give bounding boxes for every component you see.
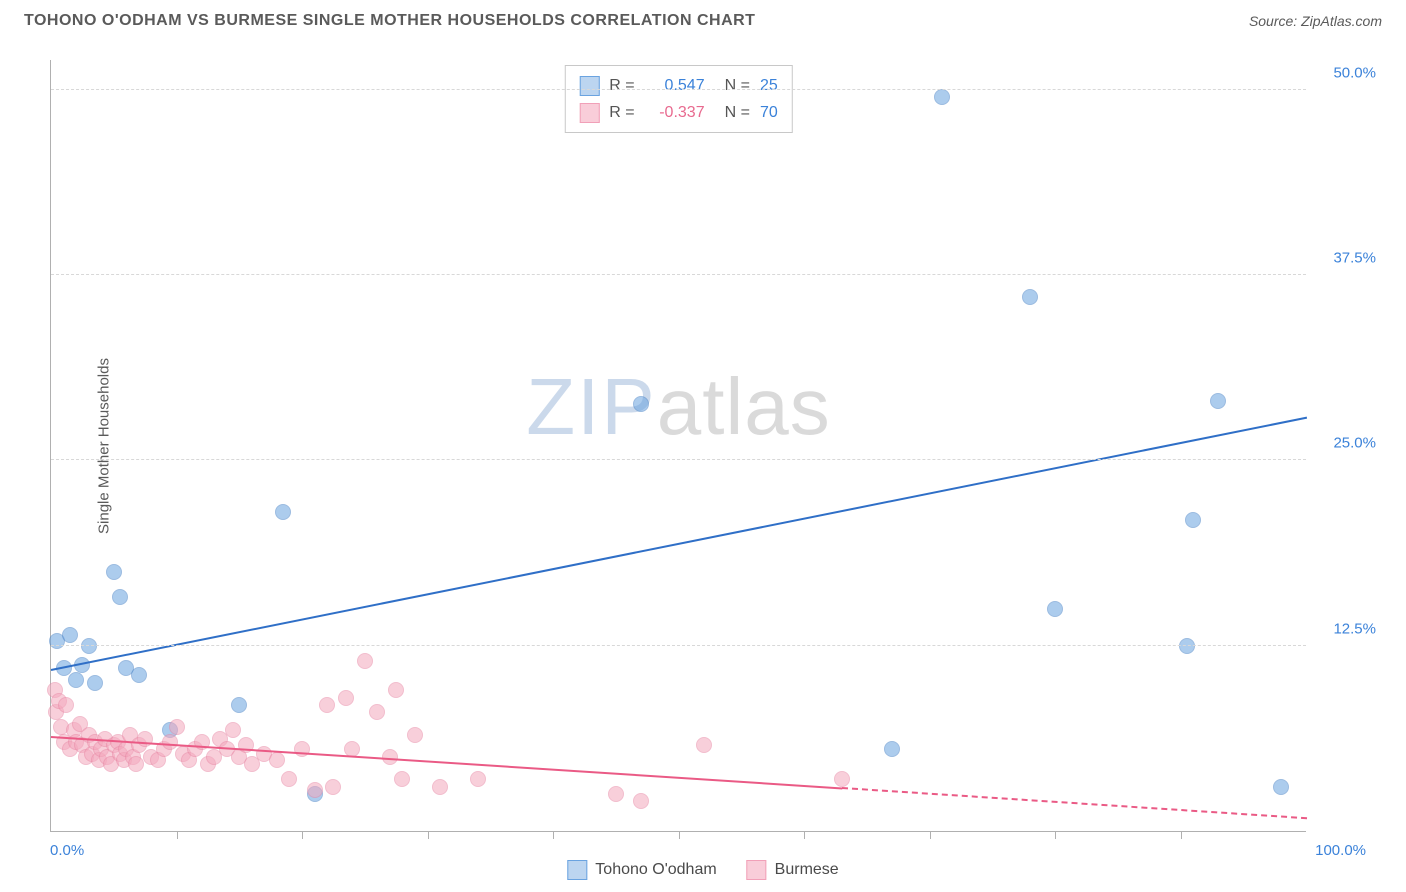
y-tick-label: 50.0% (1333, 64, 1376, 81)
scatter-point (62, 627, 78, 643)
x-tick (930, 831, 931, 839)
scatter-point (269, 752, 285, 768)
scatter-point (633, 396, 649, 412)
scatter-point (128, 756, 144, 772)
scatter-point (275, 504, 291, 520)
scatter-point (319, 697, 335, 713)
gridline (51, 459, 1306, 460)
x-tick (302, 831, 303, 839)
scatter-point (470, 771, 486, 787)
scatter-point (369, 704, 385, 720)
legend-swatch (567, 860, 587, 880)
scatter-point (357, 653, 373, 669)
scatter-point (432, 779, 448, 795)
x-tick (679, 831, 680, 839)
legend-series-item: Tohono O'odham (567, 860, 716, 880)
scatter-point (1179, 638, 1195, 654)
scatter-point (81, 638, 97, 654)
x-tick (177, 831, 178, 839)
scatter-point (325, 779, 341, 795)
x-tick (804, 831, 805, 839)
x-axis-min-label: 0.0% (50, 842, 84, 859)
scatter-point (68, 672, 84, 688)
scatter-point (696, 737, 712, 753)
scatter-point (137, 731, 153, 747)
gridline (51, 274, 1306, 275)
scatter-point (1047, 601, 1063, 617)
x-tick (1055, 831, 1056, 839)
scatter-point (294, 741, 310, 757)
scatter-point (307, 782, 323, 798)
y-tick-label: 12.5% (1333, 620, 1376, 637)
scatter-plot (51, 60, 1306, 831)
scatter-point (633, 793, 649, 809)
scatter-point (169, 719, 185, 735)
scatter-point (934, 89, 950, 105)
chart-source: Source: ZipAtlas.com (1249, 13, 1382, 29)
scatter-point (231, 697, 247, 713)
scatter-point (1022, 289, 1038, 305)
scatter-point (394, 771, 410, 787)
scatter-point (225, 722, 241, 738)
scatter-point (112, 589, 128, 605)
scatter-point (131, 667, 147, 683)
x-tick (553, 831, 554, 839)
chart-header: TOHONO O'ODHAM VS BURMESE SINGLE MOTHER … (0, 0, 1406, 38)
y-tick-label: 37.5% (1333, 250, 1376, 267)
scatter-point (884, 741, 900, 757)
trend-line (842, 787, 1307, 819)
scatter-point (388, 682, 404, 698)
scatter-point (338, 690, 354, 706)
scatter-point (834, 771, 850, 787)
legend-series-label: Tohono O'odham (595, 861, 716, 879)
trend-line (51, 416, 1307, 670)
x-tick (428, 831, 429, 839)
gridline (51, 89, 1306, 90)
scatter-point (1273, 779, 1289, 795)
scatter-point (87, 675, 103, 691)
y-tick-label: 25.0% (1333, 435, 1376, 452)
scatter-point (1210, 393, 1226, 409)
legend-series-item: Burmese (747, 860, 839, 880)
trend-line (51, 736, 842, 789)
scatter-point (407, 727, 423, 743)
scatter-point (1185, 512, 1201, 528)
scatter-point (58, 697, 74, 713)
chart-title: TOHONO O'ODHAM VS BURMESE SINGLE MOTHER … (24, 12, 755, 30)
scatter-point (281, 771, 297, 787)
legend-swatch (747, 860, 767, 880)
x-axis-max-label: 100.0% (1315, 842, 1366, 859)
gridline (51, 645, 1306, 646)
series-legend: Tohono O'odham Burmese (567, 860, 838, 880)
x-tick (1181, 831, 1182, 839)
legend-series-label: Burmese (775, 861, 839, 879)
scatter-point (608, 786, 624, 802)
chart-plot-area: ZIPatlas R =0.547N =25R =-0.337N =70 12.… (50, 60, 1306, 832)
scatter-point (106, 564, 122, 580)
